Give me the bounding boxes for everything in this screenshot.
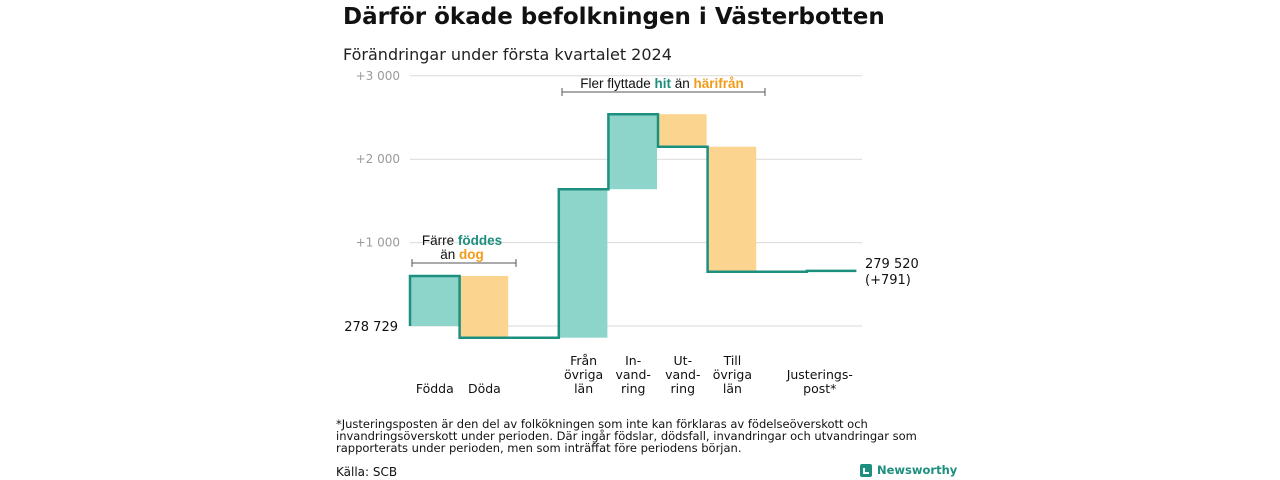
- x-category-label: post*: [803, 381, 836, 396]
- x-category-label: vand-: [665, 367, 700, 382]
- x-category-label: Från: [570, 353, 597, 368]
- birth-annotation-line1: Färre föddes: [422, 233, 502, 248]
- x-category-label: län: [574, 381, 593, 396]
- x-category-label: Ut-: [674, 353, 693, 368]
- x-category-label: In-: [625, 353, 641, 368]
- x-category-label: ring: [671, 381, 695, 396]
- x-category-label: Till: [723, 353, 742, 368]
- y-tick-label: +3 000: [356, 69, 400, 83]
- x-category-label: övriga: [564, 367, 603, 382]
- x-category-label: Födda: [416, 381, 454, 396]
- chart-title: Därför ökade befolkningen i Västerbotten: [343, 4, 885, 30]
- cumulative-step-line: [408, 112, 857, 339]
- migration-annotation: Fler flyttade hit än härifrån: [580, 76, 744, 91]
- start-value-label: 278 729: [344, 320, 398, 335]
- end-change-label: (+791): [865, 273, 911, 288]
- x-category-label: Justerings-: [786, 367, 853, 382]
- x-category-label: övriga: [713, 367, 752, 382]
- x-category-label: ring: [621, 381, 645, 396]
- loss-bar: [708, 146, 757, 272]
- x-category-label: vand-: [615, 367, 650, 382]
- chart-logo-icon: [860, 463, 872, 477]
- loss-bar: [659, 114, 707, 147]
- source-label: Källa: SCB: [336, 465, 398, 479]
- y-tick-label: +2 000: [356, 152, 400, 166]
- y-tick-label: +1 000: [356, 236, 400, 250]
- newsworthy-logo[interactable]: Newsworthy: [860, 463, 957, 477]
- brand-name: Newsworthy: [877, 463, 958, 477]
- gain-bar: [559, 189, 608, 338]
- footnote: *Justeringsposten är den del av folkökni…: [336, 417, 917, 455]
- end-value-label: 279 520: [865, 257, 919, 272]
- gain-bar: [609, 114, 657, 190]
- gain-bar: [411, 275, 459, 326]
- x-category-label: Döda: [468, 381, 501, 396]
- birth-annotation-line2: än dog: [440, 247, 484, 262]
- x-category-label: län: [723, 381, 742, 396]
- loss-bar: [460, 275, 509, 338]
- chart-subtitle: Förändringar under första kvartalet 2024: [343, 45, 672, 64]
